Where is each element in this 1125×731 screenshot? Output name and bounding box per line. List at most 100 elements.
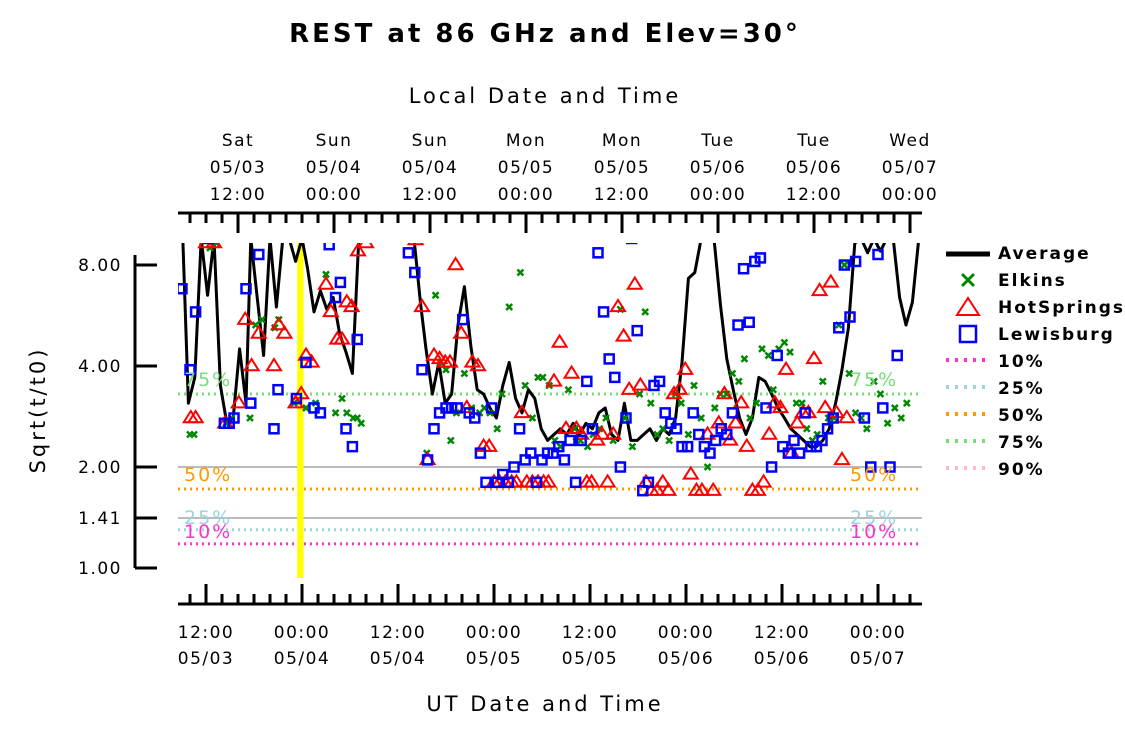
top-tick-date: 05/05 [594, 158, 651, 178]
elkins-point [564, 385, 573, 394]
legend-label: 50% [998, 406, 1045, 426]
hotsprings-point [821, 273, 840, 288]
lewisburg-point [480, 476, 492, 489]
elkins-point [342, 408, 351, 417]
hotsprings-point [539, 473, 558, 488]
hotsprings-point [229, 394, 248, 409]
hotsprings-point [242, 357, 261, 372]
hotsprings-point [265, 357, 283, 372]
legend-label: Elkins [998, 271, 1067, 291]
lewisburg-point [799, 407, 811, 419]
lewisburg-point [564, 434, 576, 447]
hotsprings-point [676, 360, 695, 375]
lewisburg-point [743, 316, 755, 329]
hotsprings-point [236, 310, 255, 325]
elkins-point [460, 369, 469, 378]
lewisburg-point [788, 434, 800, 447]
bottom-tick-time: 00:00 [274, 623, 331, 643]
lewisburg-point [451, 402, 463, 414]
hotsprings-point [614, 327, 633, 342]
percentile-label-right: 10% [850, 521, 898, 543]
hotsprings-point [593, 425, 611, 440]
hotsprings-point [480, 437, 499, 452]
lewisburg-point [844, 311, 856, 323]
hotsprings-point [631, 376, 650, 391]
elkins-point [840, 261, 849, 269]
hotsprings-point [557, 419, 575, 434]
lewisburg-point [178, 282, 188, 295]
percentile-label-left: 10% [184, 521, 232, 543]
top-tick-day: Wed [889, 131, 931, 151]
lewisburg-point [631, 324, 643, 337]
elkins-point [653, 430, 662, 439]
lewisburg-point [323, 243, 335, 251]
lewisburg-point [592, 247, 604, 259]
elkins-point [521, 381, 530, 390]
bottom-tick-date: 05/06 [658, 649, 715, 669]
elkins-point [722, 390, 731, 398]
hotsprings-point [737, 437, 756, 452]
legend-label: HotSprings [998, 298, 1125, 318]
top-tick-day: Mon [506, 131, 546, 151]
bottom-tick-time: 12:00 [754, 623, 811, 643]
hotsprings-point [452, 324, 471, 339]
lewisburg-point [416, 363, 428, 376]
lewisburg-point [726, 407, 739, 419]
top-tick-time: 00:00 [498, 185, 555, 205]
elkins-point [677, 399, 686, 408]
hotsprings-point [567, 419, 586, 434]
lewisburg-point [290, 392, 303, 405]
top-tick-date: 05/04 [306, 158, 363, 178]
hotsprings-point [357, 243, 375, 249]
top-tick-day: Tue [796, 131, 831, 151]
lewisburg-point [771, 349, 783, 362]
lewisburg-point [653, 375, 666, 388]
elkins-point [876, 390, 885, 398]
hotsprings-point [771, 399, 790, 414]
bottom-tick-time: 12:00 [562, 623, 619, 643]
legend-item-lewisburg: Lewisburg [958, 324, 1113, 345]
hotsprings-point [726, 414, 745, 429]
hotsprings-point [659, 481, 678, 496]
lewisburg-point [858, 412, 871, 424]
hotsprings-point [197, 243, 215, 249]
percentile-label-left: 25% [184, 507, 232, 529]
lewisburg-point [558, 454, 571, 466]
bottom-tick-time: 12:00 [370, 623, 427, 643]
lewisburg-point [597, 306, 610, 318]
plot-area [178, 243, 922, 578]
elkins-point [690, 381, 698, 390]
top-tick-day: Tue [700, 131, 735, 151]
hotsprings-point [321, 303, 340, 318]
hotsprings-point [833, 451, 851, 466]
elkins-point [431, 291, 440, 300]
percentile-label-right: 50% [850, 464, 898, 486]
legend-item-10pct: 10% [946, 352, 1043, 372]
lewisburg-point [642, 476, 655, 489]
elkins-point [528, 414, 537, 422]
legend-item-50pct: 50% [946, 406, 1045, 426]
lewisburg-point [402, 247, 415, 259]
hotsprings-point [805, 350, 823, 365]
hotsprings-point [441, 353, 459, 368]
lewisburg-point [184, 363, 196, 376]
elkins-point [658, 424, 667, 433]
elkins-point [442, 365, 450, 374]
series-lewisburg [178, 243, 903, 497]
elkins-point [845, 369, 854, 378]
average-line-segment [181, 243, 361, 425]
hotsprings-point [760, 425, 779, 440]
hotsprings-point [349, 243, 367, 257]
top-tick-date: 05/06 [690, 158, 747, 178]
elkins-point [902, 399, 911, 408]
lewisburg-point [474, 447, 487, 459]
elkins-point [505, 303, 514, 311]
legend-item-75pct: 75% [946, 433, 1043, 453]
lewisburg-point [428, 423, 440, 435]
hotsprings-point [715, 385, 734, 400]
lewisburg-point [202, 243, 215, 245]
chart-title: REST at 86 GHz and Elev=30° [289, 19, 801, 49]
hotsprings-point [827, 403, 846, 419]
hotsprings-point [620, 380, 639, 395]
lewisburg-point [765, 461, 778, 473]
